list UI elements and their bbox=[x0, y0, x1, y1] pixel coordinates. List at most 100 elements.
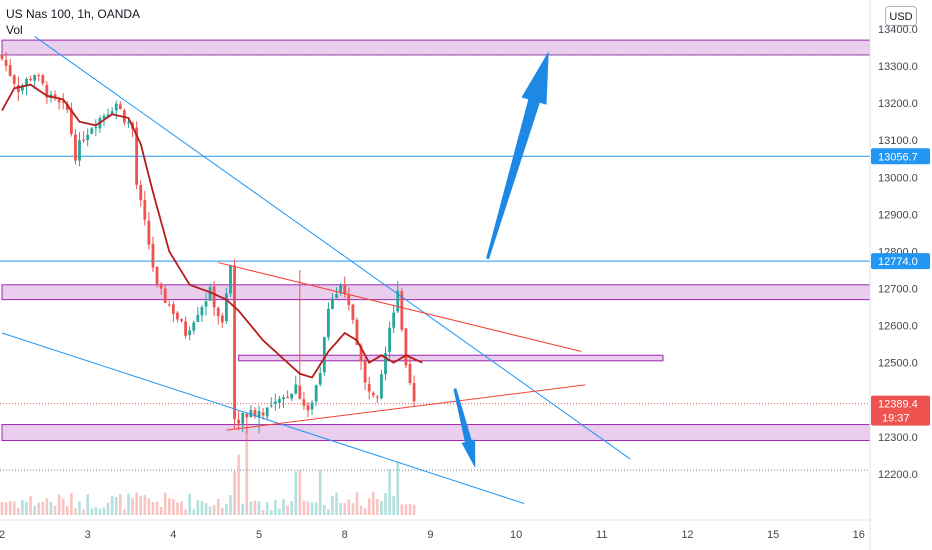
price-badge-label: 12774.0 bbox=[878, 256, 918, 268]
y-tick-label: 12300.0 bbox=[878, 432, 918, 444]
candle-body-25 bbox=[102, 115, 106, 119]
candle-body-20 bbox=[82, 139, 85, 141]
candle-body-42 bbox=[171, 304, 175, 314]
volume-bar-16 bbox=[65, 506, 69, 515]
candle-body-26 bbox=[106, 114, 110, 118]
candle-body-62 bbox=[253, 410, 257, 417]
candle-body-56 bbox=[229, 265, 232, 294]
volume-bar-64 bbox=[261, 509, 265, 515]
candle-body-55 bbox=[225, 293, 228, 321]
candle-body-10 bbox=[41, 75, 45, 84]
volume-bar-8 bbox=[33, 505, 36, 515]
volume-bar-18 bbox=[74, 508, 77, 515]
arrow-up-0 bbox=[486, 51, 549, 260]
trend-line-3 bbox=[226, 384, 586, 431]
x-tick-label: 11 bbox=[596, 529, 607, 541]
candle-body-57 bbox=[233, 265, 236, 420]
volume-indicator-label[interactable]: Vol bbox=[6, 23, 23, 37]
volume-bar-21 bbox=[86, 494, 89, 515]
candle-body-51 bbox=[208, 287, 212, 301]
candle-body-58 bbox=[237, 419, 241, 424]
candle-body-90 bbox=[367, 383, 371, 392]
candle-body-83 bbox=[339, 285, 343, 293]
horizontal-lines-layer bbox=[0, 54, 870, 471]
volume-bar-51 bbox=[208, 506, 212, 515]
chart-title: US Nas 100, 1h, OANDA bbox=[6, 7, 141, 21]
volume-bar-37 bbox=[151, 502, 155, 515]
candle-body-17 bbox=[69, 109, 73, 134]
y-tick-label: 13100.0 bbox=[878, 135, 918, 147]
volume-bar-26 bbox=[106, 502, 110, 515]
candle-body-78 bbox=[318, 373, 322, 385]
candle-body-13 bbox=[53, 94, 57, 99]
volume-bar-34 bbox=[139, 495, 143, 515]
volume-bar-13 bbox=[53, 505, 57, 515]
candle-body-68 bbox=[278, 398, 281, 403]
y-tick-label: 12600.0 bbox=[878, 321, 918, 333]
trend-line-1 bbox=[1, 332, 525, 505]
volume-bar-17 bbox=[70, 492, 73, 515]
candle-body-73 bbox=[298, 385, 302, 399]
candle-body-47 bbox=[192, 322, 196, 331]
candle-body-79 bbox=[322, 337, 326, 373]
candle-body-59 bbox=[241, 412, 245, 424]
price-badge-label: 12389.4 bbox=[878, 399, 918, 411]
moving-average-layer bbox=[1, 83, 423, 379]
volume-bar-49 bbox=[200, 501, 204, 515]
volume-bar-22 bbox=[90, 508, 94, 515]
trend-line-2 bbox=[218, 262, 582, 353]
candle-body-61 bbox=[249, 410, 253, 418]
volume-bar-66 bbox=[269, 509, 273, 515]
volume-bar-55 bbox=[225, 503, 228, 515]
candle-body-66 bbox=[269, 405, 273, 407]
candle-body-7 bbox=[29, 78, 32, 81]
volume-bar-99 bbox=[404, 504, 408, 515]
candle-body-31 bbox=[127, 122, 130, 124]
volume-bar-45 bbox=[184, 509, 187, 515]
candle-body-9 bbox=[37, 75, 41, 77]
volume-bar-11 bbox=[45, 498, 49, 515]
volume-bar-59 bbox=[241, 503, 245, 515]
volume-bar-32 bbox=[131, 498, 134, 515]
volume-bar-9 bbox=[37, 502, 41, 515]
candle-body-22 bbox=[90, 128, 94, 134]
volume-bar-65 bbox=[265, 502, 269, 515]
candle-body-80 bbox=[327, 308, 330, 338]
volume-bar-50 bbox=[204, 503, 208, 515]
candle-body-19 bbox=[78, 140, 81, 161]
volume-bar-35 bbox=[143, 495, 147, 515]
volume-bar-12 bbox=[49, 502, 53, 515]
candle-body-77 bbox=[314, 385, 318, 402]
zone-0 bbox=[1, 39, 871, 56]
candle-body-8 bbox=[33, 75, 37, 81]
candle-body-69 bbox=[282, 397, 285, 400]
x-tick-label: 16 bbox=[853, 529, 865, 541]
trend-line-0 bbox=[34, 36, 631, 460]
candle-body-44 bbox=[180, 319, 183, 322]
volume-bar-28 bbox=[114, 497, 118, 515]
moving-average-line bbox=[1, 83, 423, 379]
volume-bar-80 bbox=[327, 509, 330, 515]
volume-bar-96 bbox=[392, 496, 395, 515]
candle-body-95 bbox=[388, 327, 391, 352]
currency-button[interactable]: USD bbox=[885, 6, 917, 26]
volume-bar-29 bbox=[119, 494, 122, 515]
x-tick-label: 3 bbox=[85, 529, 91, 541]
volume-bar-7 bbox=[29, 496, 32, 515]
bar-countdown-label: 19:37 bbox=[882, 413, 910, 425]
volume-bar-39 bbox=[159, 506, 163, 515]
candle-body-85 bbox=[347, 294, 351, 306]
price-badge-bg bbox=[871, 148, 930, 165]
volume-bar-25 bbox=[102, 507, 106, 515]
volume-bar-0 bbox=[0, 502, 4, 515]
candle-body-99 bbox=[404, 328, 408, 366]
candle-body-89 bbox=[363, 360, 367, 383]
volume-bar-46 bbox=[188, 493, 191, 515]
price-badge-bg bbox=[871, 253, 930, 270]
volume-bar-89 bbox=[363, 508, 367, 515]
candle-body-2 bbox=[8, 65, 12, 76]
volume-bar-61 bbox=[249, 501, 253, 515]
volume-bar-60 bbox=[245, 431, 249, 515]
